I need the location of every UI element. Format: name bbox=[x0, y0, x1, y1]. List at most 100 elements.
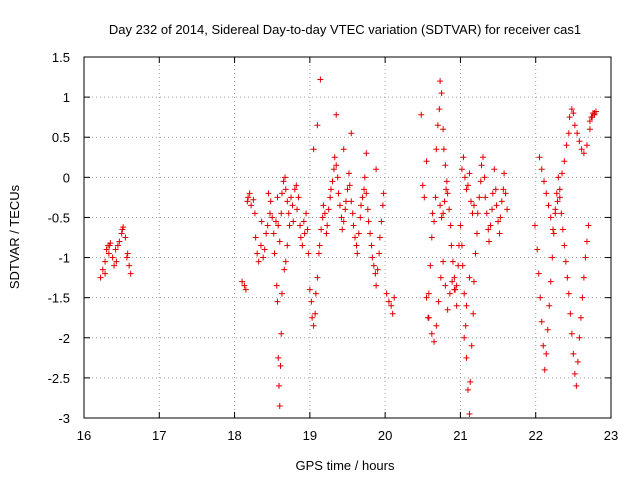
data-point bbox=[334, 174, 341, 181]
data-point bbox=[284, 242, 291, 249]
data-point bbox=[250, 196, 257, 203]
data-point bbox=[571, 370, 578, 377]
ticks-layer: 16 17 18 19 20 21 22 23 -3 -2.5 -2 -1.5 -1 -0.5 0 0.5 1 1… bbox=[48, 50, 619, 443]
data-point bbox=[574, 358, 581, 365]
data-point bbox=[496, 230, 503, 237]
data-point bbox=[327, 186, 334, 193]
data-point bbox=[457, 222, 464, 229]
data-point bbox=[565, 130, 572, 137]
data-point bbox=[263, 230, 270, 237]
data-point bbox=[428, 330, 435, 337]
data-point bbox=[102, 258, 109, 265]
data-point bbox=[363, 190, 370, 197]
data-point bbox=[467, 378, 474, 385]
data-point bbox=[563, 142, 570, 149]
data-point bbox=[436, 106, 443, 113]
data-point bbox=[301, 230, 308, 237]
data-point bbox=[463, 186, 470, 193]
data-point bbox=[423, 294, 430, 301]
data-point bbox=[546, 302, 553, 309]
x-tick-label: 17 bbox=[152, 428, 166, 443]
data-point bbox=[435, 298, 442, 305]
data-point bbox=[358, 202, 365, 209]
data-point bbox=[567, 310, 574, 317]
y-tick-label: -0.5 bbox=[48, 210, 70, 225]
data-point bbox=[489, 190, 496, 197]
x-tick-label: 21 bbox=[453, 428, 467, 443]
data-point bbox=[535, 270, 542, 277]
data-point bbox=[543, 190, 550, 197]
data-point bbox=[325, 206, 332, 213]
data-point bbox=[305, 250, 312, 257]
data-point bbox=[282, 258, 289, 265]
y-tick-label: 0 bbox=[63, 170, 70, 185]
y-tick-label: -2 bbox=[58, 331, 70, 346]
data-point bbox=[119, 226, 126, 233]
y-axis-label: SDTVAR / TECUs bbox=[7, 184, 22, 289]
data-point bbox=[419, 182, 426, 189]
data-point bbox=[376, 250, 383, 257]
data-point bbox=[278, 330, 285, 337]
data-point bbox=[113, 258, 120, 265]
data-point bbox=[540, 342, 547, 349]
data-point bbox=[440, 146, 447, 153]
data-point bbox=[428, 234, 435, 241]
data-point bbox=[369, 254, 376, 261]
data-point bbox=[442, 282, 449, 289]
data-point bbox=[446, 206, 453, 213]
data-point bbox=[373, 166, 380, 173]
data-point bbox=[472, 250, 479, 257]
data-point bbox=[364, 206, 371, 213]
data-point bbox=[495, 218, 502, 225]
data-point bbox=[269, 214, 276, 221]
plot-frame bbox=[83, 56, 612, 419]
data-point bbox=[275, 222, 282, 229]
data-point bbox=[277, 362, 284, 369]
data-point bbox=[389, 310, 396, 317]
data-point bbox=[346, 182, 353, 189]
data-point bbox=[449, 258, 456, 265]
data-point bbox=[272, 218, 279, 225]
data-point bbox=[318, 226, 325, 233]
data-point bbox=[286, 222, 293, 229]
data-point bbox=[346, 170, 353, 177]
data-point bbox=[245, 194, 252, 201]
data-point bbox=[432, 194, 439, 201]
data-point bbox=[348, 130, 355, 137]
data-point bbox=[276, 238, 283, 245]
data-point bbox=[275, 382, 282, 389]
data-point bbox=[461, 334, 468, 341]
x-tick-label: 18 bbox=[227, 428, 241, 443]
data-point bbox=[561, 158, 568, 165]
data-point bbox=[441, 198, 448, 205]
data-point bbox=[285, 210, 292, 217]
data-point bbox=[289, 202, 296, 209]
data-points bbox=[97, 76, 599, 417]
data-point bbox=[438, 214, 445, 221]
y-tick-label: -1 bbox=[58, 251, 70, 266]
data-point bbox=[338, 214, 345, 221]
data-point bbox=[279, 290, 286, 297]
data-point bbox=[497, 214, 504, 221]
data-point bbox=[504, 206, 511, 213]
data-point bbox=[331, 154, 338, 161]
data-point bbox=[437, 274, 444, 281]
x-tick-label: 23 bbox=[604, 428, 618, 443]
data-point bbox=[361, 174, 368, 181]
data-point bbox=[421, 194, 428, 201]
data-point bbox=[124, 250, 131, 257]
data-point bbox=[383, 290, 390, 297]
data-point bbox=[467, 198, 474, 205]
data-point bbox=[571, 122, 578, 129]
data-point bbox=[466, 410, 473, 417]
data-point bbox=[434, 122, 441, 129]
data-point bbox=[462, 322, 469, 329]
data-point bbox=[552, 210, 559, 217]
data-point bbox=[591, 110, 598, 117]
data-point bbox=[547, 214, 554, 221]
data-point bbox=[280, 178, 287, 185]
data-point bbox=[425, 290, 432, 297]
data-point bbox=[323, 230, 330, 237]
data-point bbox=[461, 290, 468, 297]
